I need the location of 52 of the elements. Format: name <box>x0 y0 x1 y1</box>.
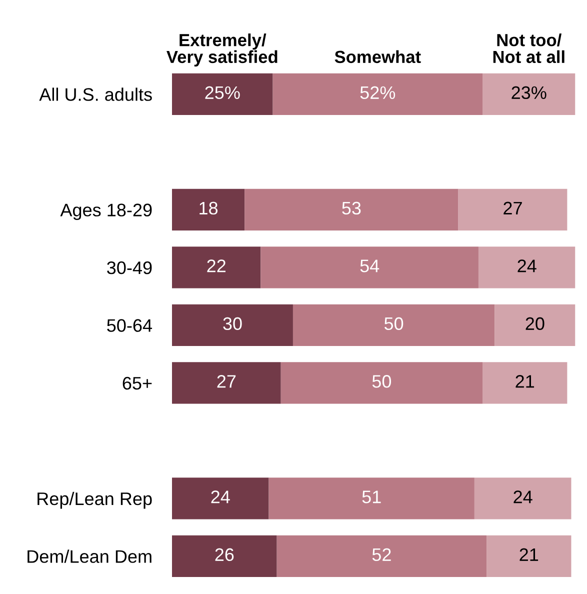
data-label: 23% <box>512 86 546 100</box>
bar <box>172 362 281 404</box>
series-label: Extremely/ Very satisfied <box>166 34 278 66</box>
bar <box>494 304 576 346</box>
series-label: Not too/ Not at all <box>493 34 564 64</box>
bar <box>172 304 293 346</box>
bar <box>474 478 572 520</box>
data-label: 54 <box>360 260 380 272</box>
bar <box>244 188 458 231</box>
bar <box>272 73 483 116</box>
data-label: 22 <box>207 260 226 272</box>
data-label: 51 <box>362 490 381 504</box>
bar <box>458 188 568 231</box>
y-tick-label: 65+ <box>122 376 152 390</box>
bar <box>172 535 277 578</box>
data-label: 52 <box>372 548 391 562</box>
y-tick-label: 50-64 <box>107 319 152 332</box>
data-label: 52% <box>360 86 396 100</box>
data-label: 21 <box>516 375 534 388</box>
bar <box>172 246 261 288</box>
bar <box>260 246 478 288</box>
data-label: 27 <box>504 202 522 214</box>
bar <box>292 304 495 346</box>
y-tick-label: Dem/Lean Dem <box>28 550 152 563</box>
data-label: 26 <box>215 548 234 562</box>
y-tick-label: Ages 18-29 <box>60 204 152 220</box>
data-label: 27 <box>217 375 236 388</box>
y-tick-label: 30-49 <box>107 261 152 274</box>
bar <box>276 535 487 578</box>
data-label: 30 <box>223 317 242 330</box>
data-label: 18 <box>200 202 218 215</box>
bar <box>478 246 576 288</box>
bar <box>280 362 483 404</box>
bar <box>482 73 576 116</box>
data-label: 25% <box>205 86 240 100</box>
data-label: 24 <box>514 490 532 504</box>
data-label: 24 <box>518 260 536 272</box>
bar <box>268 478 474 520</box>
bar <box>172 478 269 520</box>
data-label: 50 <box>384 317 404 330</box>
bar <box>482 362 568 404</box>
bar <box>486 535 572 578</box>
data-label: 20 <box>526 317 544 330</box>
data-label: 21 <box>520 548 538 561</box>
y-tick-label: All U.S. adults <box>39 88 152 101</box>
y-tick-label: Rep/Lean Rep <box>38 492 152 509</box>
data-label: 53 <box>342 202 361 215</box>
bar <box>172 73 273 116</box>
data-label: 50 <box>372 375 392 388</box>
data-label: 24 <box>211 490 230 504</box>
bar <box>172 188 245 231</box>
series-label: Somewhat <box>334 50 421 64</box>
